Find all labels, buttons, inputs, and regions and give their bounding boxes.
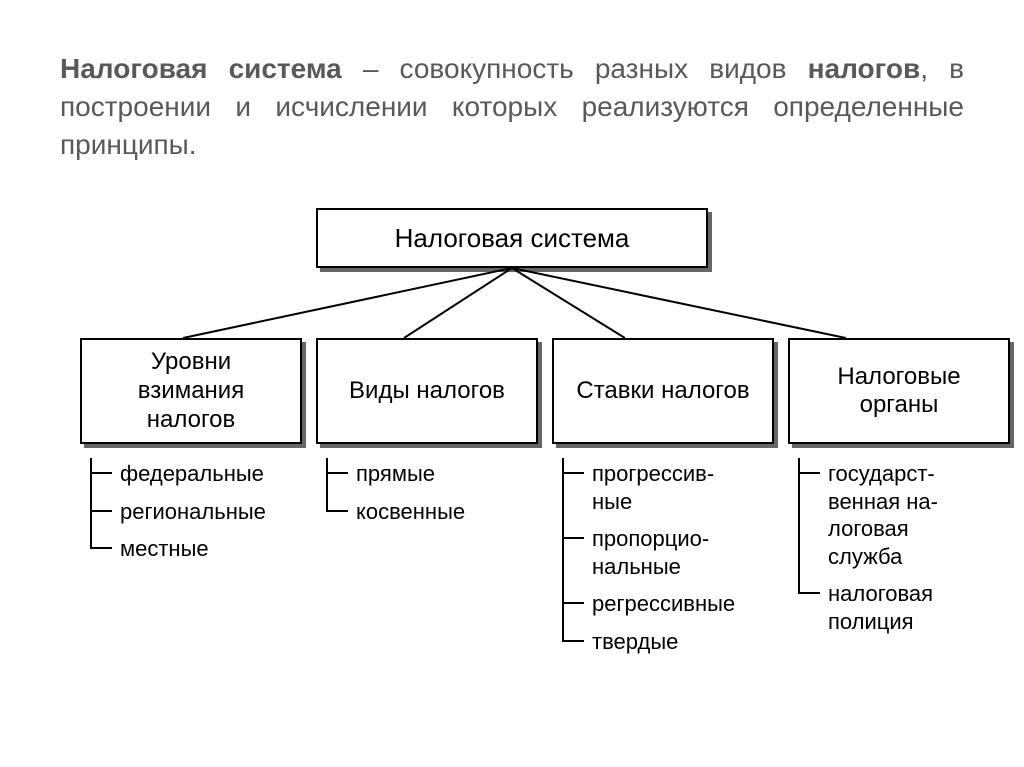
child-label-2: Ставки налогов <box>576 377 749 406</box>
child-label-0: Уровни взимания налогов <box>96 348 286 434</box>
def-term: Налоговая система <box>60 53 342 84</box>
list-item: региональные <box>104 496 266 534</box>
child-label-1: Виды налогов <box>349 377 505 406</box>
list-item: федеральные <box>104 458 266 496</box>
list-item: пропорцио-нальные <box>576 523 735 588</box>
list-item: твердые <box>576 626 735 664</box>
list-item: налоговаяполиция <box>812 578 938 643</box>
list-item: государст-венная на-логоваяслужба <box>812 458 938 578</box>
child-col-3: Налоговые органы государст-венная на-лог… <box>788 338 1010 663</box>
def-bold-2: налогов <box>808 53 921 84</box>
def-part-1: – совокупность разных видов <box>342 53 808 84</box>
item-list-0: федеральные региональные местные <box>90 458 266 571</box>
child-node-rates: Ставки налогов <box>552 338 774 444</box>
list-item: прогрессив-ные <box>576 458 735 523</box>
child-node-types: Виды налогов <box>316 338 538 444</box>
child-col-1: Виды налогов прямые косвенные <box>316 338 538 663</box>
definition-text: Налоговая система – совокупность разных … <box>60 50 964 163</box>
root-node: Налоговая система <box>316 208 708 268</box>
child-col-0: Уровни взимания налогов федеральные реги… <box>80 338 302 663</box>
tax-system-diagram: Налоговая система Уровни взимания налого… <box>60 208 964 663</box>
child-label-3: Налоговые органы <box>804 363 994 421</box>
child-node-levels: Уровни взимания налогов <box>80 338 302 444</box>
item-list-2: прогрессив-ные пропорцио-нальные регресс… <box>562 458 735 663</box>
list-item: косвенные <box>340 496 465 534</box>
root-label: Налоговая система <box>395 223 630 254</box>
list-item: местные <box>104 533 266 571</box>
item-list-3: государст-венная на-логоваяслужба налого… <box>798 458 938 643</box>
child-node-authorities: Налоговые органы <box>788 338 1010 444</box>
list-item: прямые <box>340 458 465 496</box>
item-list-1: прямые косвенные <box>326 458 465 533</box>
list-item: регрессивные <box>576 588 735 626</box>
connector-lines <box>80 268 944 338</box>
child-col-2: Ставки налогов прогрессив-ные пропорцио-… <box>552 338 774 663</box>
